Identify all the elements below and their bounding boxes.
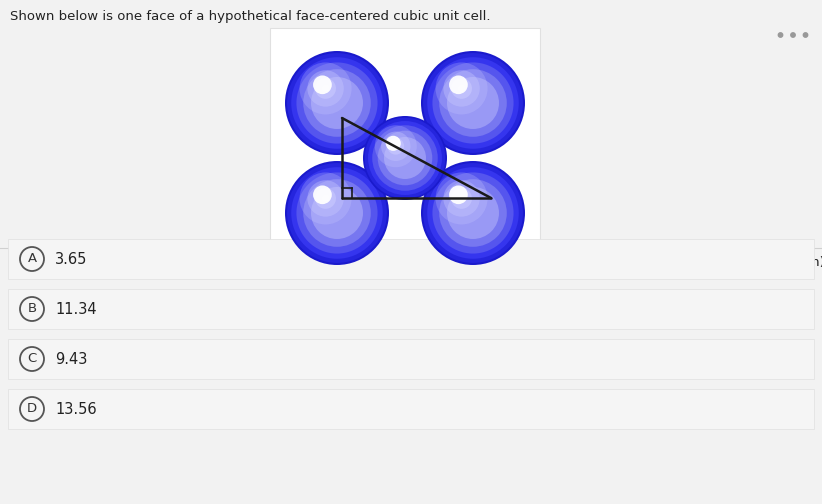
Text: 3.65: 3.65 <box>55 251 87 267</box>
Circle shape <box>307 180 344 217</box>
Text: 11.34: 11.34 <box>55 301 97 317</box>
Circle shape <box>285 51 389 155</box>
Circle shape <box>287 53 387 153</box>
Circle shape <box>303 69 371 137</box>
Circle shape <box>436 172 487 224</box>
Text: A: A <box>27 253 36 266</box>
Circle shape <box>386 136 401 151</box>
Circle shape <box>791 33 795 37</box>
Circle shape <box>421 51 525 155</box>
Circle shape <box>458 195 465 202</box>
Circle shape <box>377 131 432 185</box>
Circle shape <box>313 76 332 94</box>
Circle shape <box>423 163 523 263</box>
Circle shape <box>375 125 417 167</box>
Text: 13.56: 13.56 <box>55 402 97 416</box>
Circle shape <box>423 53 523 153</box>
Circle shape <box>297 172 377 254</box>
Circle shape <box>458 85 465 92</box>
FancyBboxPatch shape <box>270 28 540 256</box>
Text: D: D <box>27 403 37 415</box>
Circle shape <box>381 132 410 161</box>
Circle shape <box>291 167 383 259</box>
Circle shape <box>778 33 783 37</box>
FancyBboxPatch shape <box>8 389 814 429</box>
Circle shape <box>287 163 387 263</box>
Text: 9.43: 9.43 <box>55 351 87 366</box>
Circle shape <box>447 187 499 239</box>
Circle shape <box>387 138 404 155</box>
Circle shape <box>299 172 352 224</box>
FancyBboxPatch shape <box>8 239 814 279</box>
Text: The cell length (short side of the right triangle) is 6.67 Å. What is the length: The cell length (short side of the right… <box>10 254 822 269</box>
Circle shape <box>427 167 519 259</box>
Circle shape <box>311 187 363 239</box>
Circle shape <box>443 180 480 217</box>
Bar <box>0 0 822 248</box>
Circle shape <box>421 161 525 265</box>
Circle shape <box>313 185 332 204</box>
Circle shape <box>439 69 507 137</box>
Text: Shown below is one face of a hypothetical face-centered cubic unit cell.: Shown below is one face of a hypothetica… <box>10 10 491 23</box>
Circle shape <box>297 62 377 144</box>
Circle shape <box>291 57 383 149</box>
Circle shape <box>299 62 352 114</box>
Circle shape <box>803 33 808 37</box>
Circle shape <box>303 179 371 247</box>
Circle shape <box>285 161 389 265</box>
Circle shape <box>321 195 330 202</box>
Circle shape <box>432 62 514 144</box>
Circle shape <box>443 70 480 107</box>
Circle shape <box>307 70 344 107</box>
Circle shape <box>447 77 499 129</box>
Circle shape <box>393 143 399 149</box>
Circle shape <box>365 117 446 198</box>
Circle shape <box>315 188 336 209</box>
Text: B: B <box>27 302 36 316</box>
Circle shape <box>451 188 472 209</box>
Circle shape <box>427 57 519 149</box>
Circle shape <box>439 179 507 247</box>
Circle shape <box>436 62 487 114</box>
Circle shape <box>321 85 330 92</box>
Circle shape <box>384 137 426 179</box>
Circle shape <box>315 78 336 99</box>
Circle shape <box>451 78 472 99</box>
Text: C: C <box>27 352 37 365</box>
Circle shape <box>449 76 468 94</box>
Circle shape <box>432 172 514 254</box>
FancyBboxPatch shape <box>8 339 814 379</box>
Circle shape <box>368 121 442 195</box>
Circle shape <box>449 185 468 204</box>
Circle shape <box>372 125 438 191</box>
FancyBboxPatch shape <box>8 289 814 329</box>
Circle shape <box>363 116 447 200</box>
Circle shape <box>311 77 363 129</box>
